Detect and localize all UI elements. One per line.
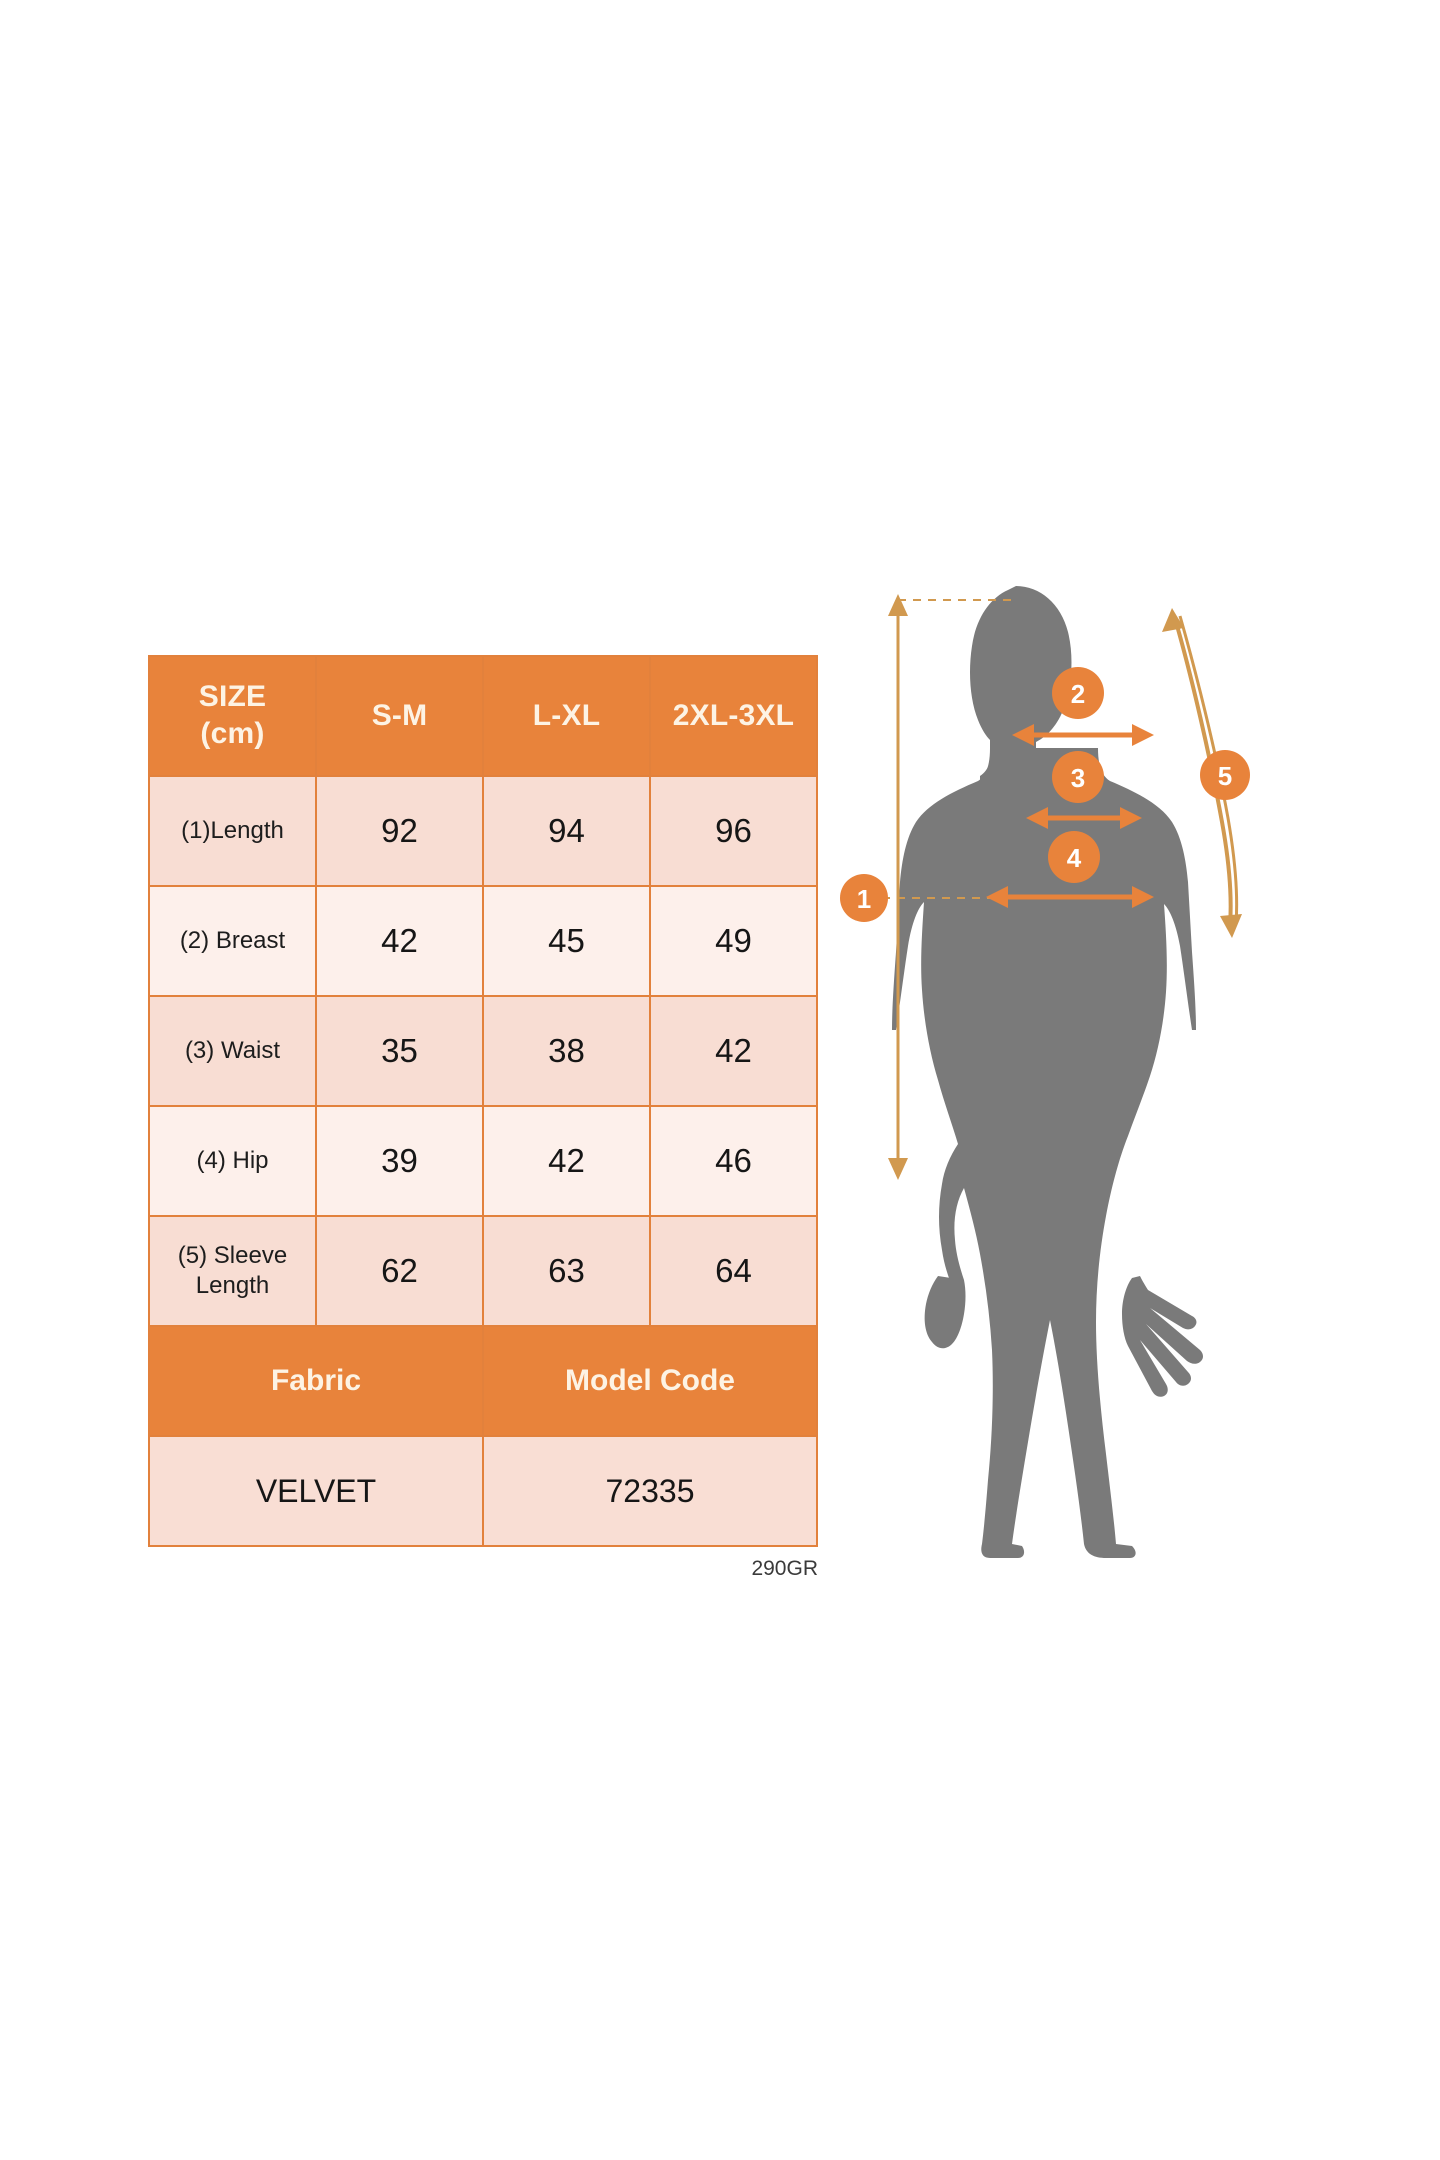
row-label-sleeve-length: (5) Sleeve Length (148, 1215, 317, 1327)
row-label-sleeve-line2: Length (195, 1272, 270, 1299)
table-row: (5) Sleeve Length 62 63 64 (148, 1215, 818, 1327)
value-model-code: 72335 (482, 1435, 818, 1547)
marker-3: 3 (1052, 751, 1104, 803)
marker-1: 1 (840, 874, 888, 922)
arrowhead-length-top (888, 594, 908, 616)
cell-breast-lxl: 45 (482, 885, 651, 997)
size-chart-table: SIZE (cm) S-M L-XL 2XL-3XL (1)Length 92 … (148, 655, 818, 1547)
arrowhead-waist-right (1120, 807, 1142, 829)
row-label-sleeve-line1: (5) Sleeve (177, 1242, 288, 1269)
fabric-value-row: VELVET 72335 (148, 1435, 818, 1547)
header-col-sm: S-M (315, 655, 484, 777)
cell-breast-sm: 42 (315, 885, 484, 997)
cell-waist-2xl: 42 (649, 995, 818, 1107)
header-size-line2: (cm) (200, 717, 265, 750)
female-silhouette-icon (892, 586, 1203, 1558)
row-label-breast: (2) Breast (148, 885, 317, 997)
marker-5: 5 (1200, 750, 1250, 800)
arrowhead-hip-left (986, 886, 1008, 908)
arrowhead-breast-left (1012, 724, 1034, 746)
cell-length-2xl: 96 (649, 775, 818, 887)
measure-line-sleeve (1174, 615, 1239, 927)
marker-3-label: 3 (1071, 763, 1085, 793)
table-header-row: SIZE (cm) S-M L-XL 2XL-3XL (148, 655, 818, 777)
table-row: (3) Waist 35 38 42 (148, 995, 818, 1107)
header-col-lxl: L-XL (482, 655, 651, 777)
marker-1-label: 1 (857, 884, 871, 914)
marker-4: 4 (1048, 831, 1100, 883)
arrowhead-waist-left (1026, 807, 1048, 829)
row-label-waist: (3) Waist (148, 995, 317, 1107)
body-measurement-diagram: 1 2 3 4 5 (840, 560, 1360, 1560)
marker-5-label: 5 (1218, 761, 1232, 791)
header-col-2xl3xl: 2XL-3XL (649, 655, 818, 777)
cell-waist-sm: 35 (315, 995, 484, 1107)
value-fabric: VELVET (148, 1435, 484, 1547)
cell-hip-2xl: 46 (649, 1105, 818, 1217)
cell-sleeve-2xl: 64 (649, 1215, 818, 1327)
cell-length-lxl: 94 (482, 775, 651, 887)
arrowhead-breast-right (1132, 724, 1154, 746)
cell-waist-lxl: 38 (482, 995, 651, 1107)
row-label-hip: (4) Hip (148, 1105, 317, 1217)
marker-2-label: 2 (1071, 679, 1085, 709)
fabric-header-row: Fabric Model Code (148, 1325, 818, 1437)
marker-2: 2 (1052, 667, 1104, 719)
marker-4-label: 4 (1067, 843, 1082, 873)
cell-sleeve-lxl: 63 (482, 1215, 651, 1327)
table-row: (4) Hip 39 42 46 (148, 1105, 818, 1217)
arrowhead-hip-right (1132, 886, 1154, 908)
header-size-line1: SIZE (198, 680, 267, 714)
arrowhead-sleeve-top (1162, 608, 1184, 632)
cell-sleeve-sm: 62 (315, 1215, 484, 1327)
header-model-code: Model Code (482, 1325, 818, 1437)
table-row: (2) Breast 42 45 49 (148, 885, 818, 997)
arrowhead-sleeve-bottom (1220, 914, 1242, 938)
table-row: (1)Length 92 94 96 (148, 775, 818, 887)
cell-hip-lxl: 42 (482, 1105, 651, 1217)
header-size-cm: SIZE (cm) (148, 655, 317, 777)
cell-breast-2xl: 49 (649, 885, 818, 997)
size-chart-tbody: (1)Length 92 94 96 (2) Breast 42 45 49 (… (148, 775, 818, 1547)
size-chart-thead: SIZE (cm) S-M L-XL 2XL-3XL (148, 655, 818, 777)
header-fabric: Fabric (148, 1325, 484, 1437)
cell-hip-sm: 39 (315, 1105, 484, 1217)
arrowhead-length-bottom (888, 1158, 908, 1180)
row-label-length: (1)Length (148, 775, 317, 887)
cell-length-sm: 92 (315, 775, 484, 887)
fabric-weight-note: 290GR (751, 1557, 818, 1580)
